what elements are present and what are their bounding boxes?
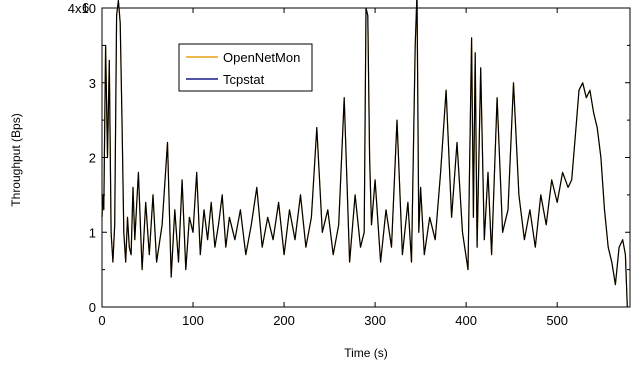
legend: OpenNetMon Tcpstat: [178, 43, 313, 92]
x-tick-label: 500: [546, 313, 568, 328]
y-tick-label: 0: [89, 300, 96, 315]
series-line-tcpstat: [101, 0, 628, 308]
x-tick-label: 200: [273, 313, 295, 328]
x-axis-ticks: 0 100 200 300 400 500: [98, 8, 568, 328]
legend-label-opennetmon: OpenNetMon: [223, 50, 300, 65]
y-tick-label: 3: [89, 76, 96, 91]
y-exponent-label: 6: [82, 0, 89, 15]
y-axis-label: Throughput (Bps): [9, 113, 23, 206]
y-tick-label: 4x10: [68, 1, 96, 16]
legend-box: [178, 43, 313, 92]
y-tick-label: 1: [89, 225, 96, 240]
x-axis-label: Time (s): [344, 346, 388, 360]
x-tick-label: 100: [182, 313, 204, 328]
x-tick-label: 300: [364, 313, 386, 328]
y-axis-ticks: 0 1 2 3 4x10: [68, 1, 630, 315]
y-tick-label: 2: [89, 151, 96, 166]
series-layer: [101, 0, 628, 308]
legend-label-tcpstat: Tcpstat: [223, 72, 265, 87]
x-tick-label: 0: [98, 313, 105, 328]
x-tick-label: 400: [455, 313, 477, 328]
